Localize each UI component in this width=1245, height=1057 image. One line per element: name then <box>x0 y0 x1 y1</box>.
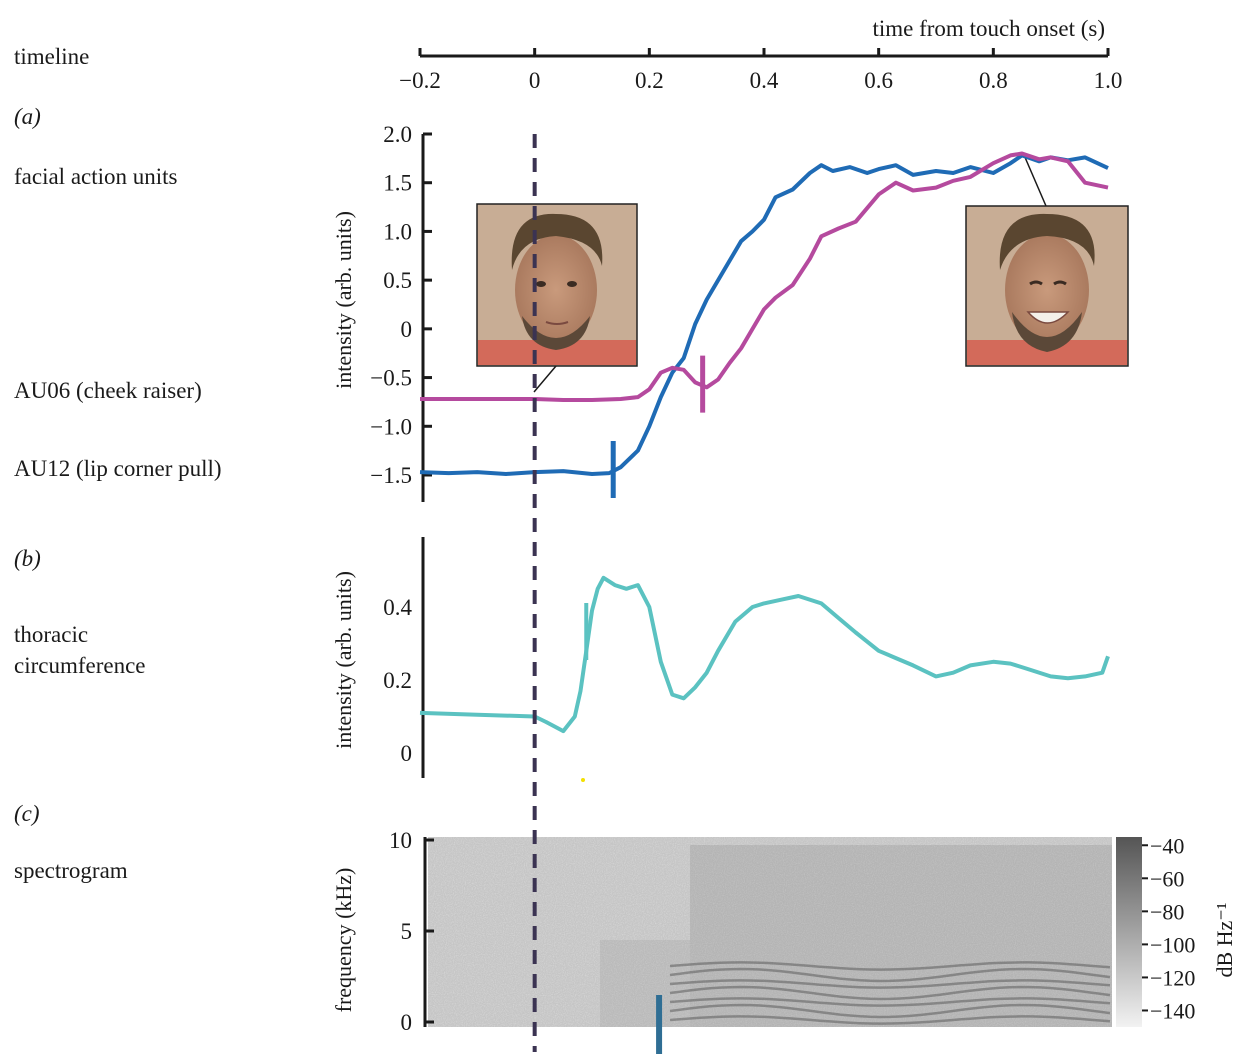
timeline-tick-label: 1.0 <box>1094 68 1123 93</box>
au06-line <box>420 151 1109 402</box>
label-thoracic-line1: thoracic <box>14 622 89 647</box>
panel-c-y-axis-label: frequency (kHz) <box>331 868 356 1013</box>
spectrogram-harmonic-band <box>669 967 1111 983</box>
spectrogram-plot: 10 5 0 frequency (kHz) −40 −60 −80 −100 −120 −1… <box>331 828 1237 1054</box>
timeline-tick-label: 0.2 <box>635 68 664 93</box>
colorbar-tick-label: −120 <box>1150 965 1195 990</box>
face-image-neutral <box>476 203 638 393</box>
panel-a-y-tick-label: 0 <box>401 317 413 342</box>
label-thoracic-line2: circumference <box>14 653 146 678</box>
au12-line <box>419 153 1109 476</box>
thoracic-line <box>419 575 1110 734</box>
panel-a-y-tick-label: −1.5 <box>370 463 412 488</box>
panel-a-y-tick-label: 0.5 <box>383 268 412 293</box>
panel-b-y-tick-label: 0.2 <box>383 668 412 693</box>
panel-a-y-tick-label: −1.0 <box>370 414 412 439</box>
spectrogram-harmonic-band <box>669 997 1111 1007</box>
facial-action-units-plot: 2.0 1.5 1.0 0.5 0 −0.5 −1.0 −1.5 intensity (arb… <box>331 122 1129 502</box>
panel-c-y-tick-label: 10 <box>389 828 412 853</box>
spectrogram-harmonic-band <box>669 985 1111 1001</box>
panel-b-label: (b) <box>14 546 41 571</box>
colorbar <box>1116 837 1142 1027</box>
timeline-tick-label: 0 <box>529 68 541 93</box>
panel-a-y-tick-label: 1.0 <box>383 219 412 244</box>
timeline-tick-label: 0.8 <box>979 68 1008 93</box>
panel-c-y-tick-label: 0 <box>401 1010 413 1035</box>
panel-a-y-tick-label: 1.5 <box>383 171 412 196</box>
spectrogram-texture <box>428 837 1112 1027</box>
thoracic-circumference-plot: 0.4 0.2 0 intensity (arb. units) <box>331 537 1110 782</box>
stray-dot <box>581 778 585 782</box>
spectrogram-harmonic-band <box>669 961 1111 971</box>
label-facial-action-units: facial action units <box>14 164 178 189</box>
colorbar-tick-label: −100 <box>1150 932 1195 957</box>
colorbar-tick-label: −80 <box>1150 899 1184 924</box>
face-image-smiling <box>965 154 1129 367</box>
label-au06: AU06 (cheek raiser) <box>14 378 202 403</box>
colorbar-label: dB Hz⁻¹ <box>1212 902 1237 977</box>
timeline-tick-label: 0.6 <box>864 68 893 93</box>
panel-c-y-tick-label: 5 <box>401 919 413 944</box>
timeline-title: time from touch onset (s) <box>872 16 1105 41</box>
panel-b-y-axis-label: intensity (arb. units) <box>331 571 356 749</box>
spectrogram-harmonic-band <box>669 1003 1111 1019</box>
colorbar-tick-label: −140 <box>1150 998 1195 1023</box>
label-spectrogram: spectrogram <box>14 858 128 883</box>
colorbar-tick-label: −40 <box>1150 833 1184 858</box>
panel-a-label: (a) <box>14 104 41 129</box>
panel-b-y-tick-label: 0 <box>401 741 413 766</box>
panel-a-y-tick-label: −0.5 <box>370 366 412 391</box>
spectrogram-harmonic-band <box>669 1015 1111 1025</box>
panel-c-label: (c) <box>14 801 40 826</box>
panel-a-y-tick-label: 2.0 <box>383 122 412 147</box>
timeline-axis: time from touch onset (s) −0.2 0 0.2 0.4 0.6… <box>399 16 1122 93</box>
panel-b-y-tick-label: 0.4 <box>383 595 412 620</box>
spectrogram-harmonic-band <box>669 979 1111 989</box>
timeline-tick-label: 0.4 <box>750 68 779 93</box>
panel-a-y-axis-label: intensity (arb. units) <box>331 211 356 389</box>
colorbar-tick-label: −60 <box>1150 866 1184 891</box>
label-timeline: timeline <box>14 44 90 69</box>
timeline-tick-label: −0.2 <box>399 68 441 93</box>
label-au12: AU12 (lip corner pull) <box>14 456 222 481</box>
